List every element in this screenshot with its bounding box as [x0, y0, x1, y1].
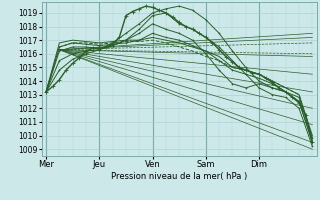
X-axis label: Pression niveau de la mer( hPa ): Pression niveau de la mer( hPa ): [111, 172, 247, 181]
